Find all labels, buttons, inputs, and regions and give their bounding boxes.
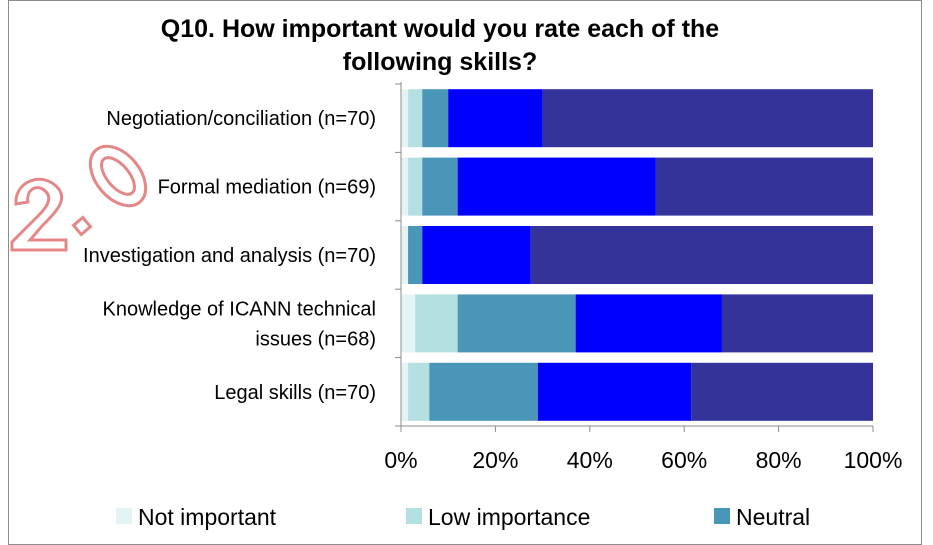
bar-cat0-series0: [401, 89, 409, 148]
category-label-2: Investigation and analysis (n=70): [83, 245, 376, 267]
bar-cat0-series3: [448, 89, 543, 148]
legend-swatch-2: [714, 508, 730, 524]
bar-cat2-series4: [530, 226, 873, 284]
bar-cat0-series4: [542, 89, 873, 148]
x-tick-label-4: 80%: [756, 447, 802, 473]
bar-cat2-series2: [408, 226, 423, 284]
x-tick-label-0: 0%: [384, 447, 417, 473]
bar-cat3-series4: [721, 294, 873, 353]
bar-cat3-series3: [575, 294, 722, 353]
legend-swatch-0: [116, 508, 132, 524]
bar-cat4-series3: [537, 362, 692, 421]
legend: Not important Low importance Neutral: [116, 504, 810, 530]
bar-cat1-series4: [655, 157, 873, 216]
watermark-2-0: [10, 144, 148, 252]
category-label-3-line1: issues (n=68): [255, 328, 376, 350]
bar-cat2-series0: [401, 226, 409, 284]
bar-cat2-series3: [422, 226, 531, 284]
bar-cat3-series0: [401, 294, 416, 353]
bar-cat3-series1: [415, 294, 458, 353]
bar-cat1-series0: [401, 157, 409, 216]
x-tick-label-2: 40%: [567, 447, 613, 473]
bar-cat0-series1: [408, 89, 423, 148]
category-label-3-line0: Knowledge of ICANN technical: [103, 298, 376, 320]
x-tick-label-3: 60%: [661, 447, 707, 473]
bar-cat1-series2: [422, 157, 458, 216]
bar-cat1-series1: [408, 157, 423, 216]
bar-cat4-series0: [401, 362, 409, 421]
chart-title: Q10. How important would you rate each o…: [160, 15, 720, 76]
category-label-1: Formal mediation (n=69): [158, 177, 376, 199]
legend-label-2: Neutral: [736, 504, 810, 530]
legend-label-0: Not important: [138, 504, 277, 530]
category-labels: Negotiation/conciliation (n=70) Formal me…: [83, 108, 376, 404]
category-label-0: Negotiation/conciliation (n=70): [106, 108, 376, 130]
x-tick-label-1: 20%: [472, 447, 518, 473]
bar-cat4-series1: [408, 362, 430, 421]
bar-cat0-series2: [422, 89, 449, 148]
bar-cat4-series2: [429, 362, 538, 421]
bar-cat4-series4: [691, 362, 873, 421]
bar-cat1-series3: [457, 157, 656, 216]
legend-swatch-1: [406, 508, 422, 524]
legend-label-1: Low importance: [428, 504, 590, 530]
category-label-4: Legal skills (n=70): [214, 382, 376, 404]
axes-group: 0% 20% 40% 60% 80% 100%: [384, 82, 902, 473]
bars-group: [401, 89, 873, 421]
bar-cat3-series2: [457, 294, 576, 353]
x-tick-label-5: 100%: [844, 447, 903, 473]
